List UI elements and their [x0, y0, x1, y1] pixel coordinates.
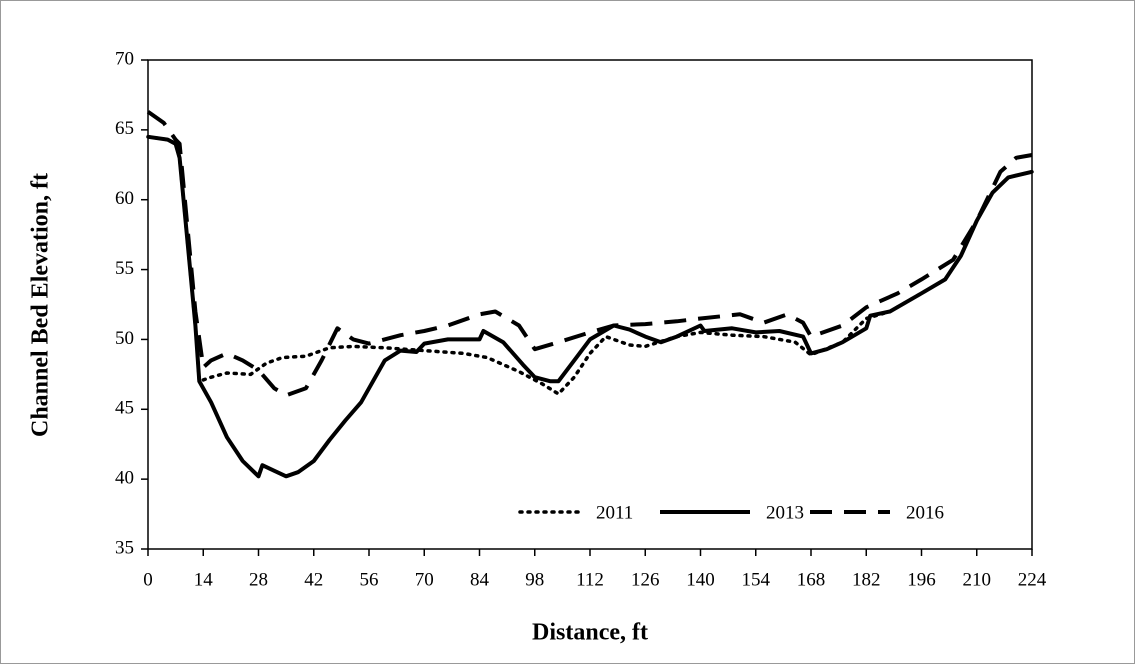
line-dashed	[146, 110, 1033, 398]
x-tick-label: 140	[686, 569, 715, 590]
y-tick-label: 55	[115, 258, 134, 279]
x-tick-label: 28	[249, 569, 268, 590]
y-tick-label: 65	[115, 118, 134, 139]
line-solid	[147, 134, 1033, 479]
y-tick-label: 40	[115, 468, 134, 489]
y-tick-label: 50	[115, 328, 134, 349]
x-tick-label: 0	[143, 569, 153, 590]
x-tick-label: 112	[576, 569, 604, 590]
legend-label: 2016	[906, 502, 944, 523]
x-tick-label: 98	[525, 569, 544, 590]
x-tick-label: 70	[415, 569, 434, 590]
y-tick-label: 70	[115, 48, 134, 69]
x-tick-label: 196	[907, 569, 936, 590]
x-axis-label: Distance, ft	[532, 620, 648, 646]
y-tick-label: 45	[115, 398, 134, 419]
y-axis-label: Channel Bed Elevation, ft	[28, 173, 54, 437]
y-tick-label: 35	[115, 537, 134, 558]
x-tick-label: 210	[963, 569, 992, 590]
y-tick-label: 60	[115, 188, 134, 209]
x-tick-label: 84	[470, 569, 490, 590]
plot-area	[147, 59, 1033, 550]
legend-label: 2013	[766, 502, 804, 523]
x-tick-label: 154	[742, 569, 771, 590]
x-tick-label: 126	[631, 569, 660, 590]
x-tick-label: 168	[797, 569, 826, 590]
x-tick-label: 224	[1018, 569, 1047, 590]
x-tick-label: 56	[360, 569, 379, 590]
legend-label: 2011	[596, 502, 633, 523]
x-tick-label: 14	[194, 569, 214, 590]
x-tick-label: 182	[852, 569, 881, 590]
x-tick-label: 42	[304, 569, 323, 590]
